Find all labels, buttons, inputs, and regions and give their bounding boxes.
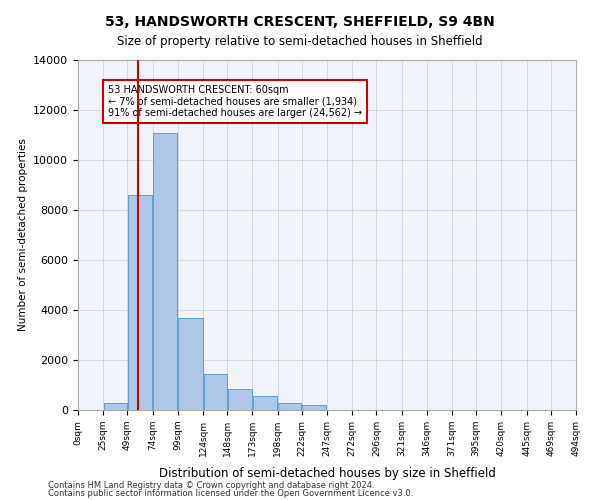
Text: Contains public sector information licensed under the Open Government Licence v3: Contains public sector information licen… [48, 488, 413, 498]
Bar [153, 132, 177, 410]
Bar [228, 389, 252, 410]
X-axis label: Distribution of semi-detached houses by size in Sheffield: Distribution of semi-detached houses by … [158, 467, 496, 480]
Bar [278, 402, 301, 410]
Text: 53 HANDSWORTH CRESCENT: 60sqm
← 7% of semi-detached houses are smaller (1,934)
9: 53 HANDSWORTH CRESCENT: 60sqm ← 7% of se… [108, 85, 362, 118]
Y-axis label: Number of semi-detached properties: Number of semi-detached properties [17, 138, 28, 332]
Text: 53, HANDSWORTH CRESCENT, SHEFFIELD, S9 4BN: 53, HANDSWORTH CRESCENT, SHEFFIELD, S9 4… [105, 15, 495, 29]
Bar [253, 396, 277, 410]
Bar [203, 374, 227, 410]
Bar [104, 402, 127, 410]
Bar [302, 405, 326, 410]
Text: Contains HM Land Registry data © Crown copyright and database right 2024.: Contains HM Land Registry data © Crown c… [48, 481, 374, 490]
Text: Size of property relative to semi-detached houses in Sheffield: Size of property relative to semi-detach… [117, 35, 483, 48]
Bar [178, 318, 203, 410]
Bar [128, 195, 152, 410]
